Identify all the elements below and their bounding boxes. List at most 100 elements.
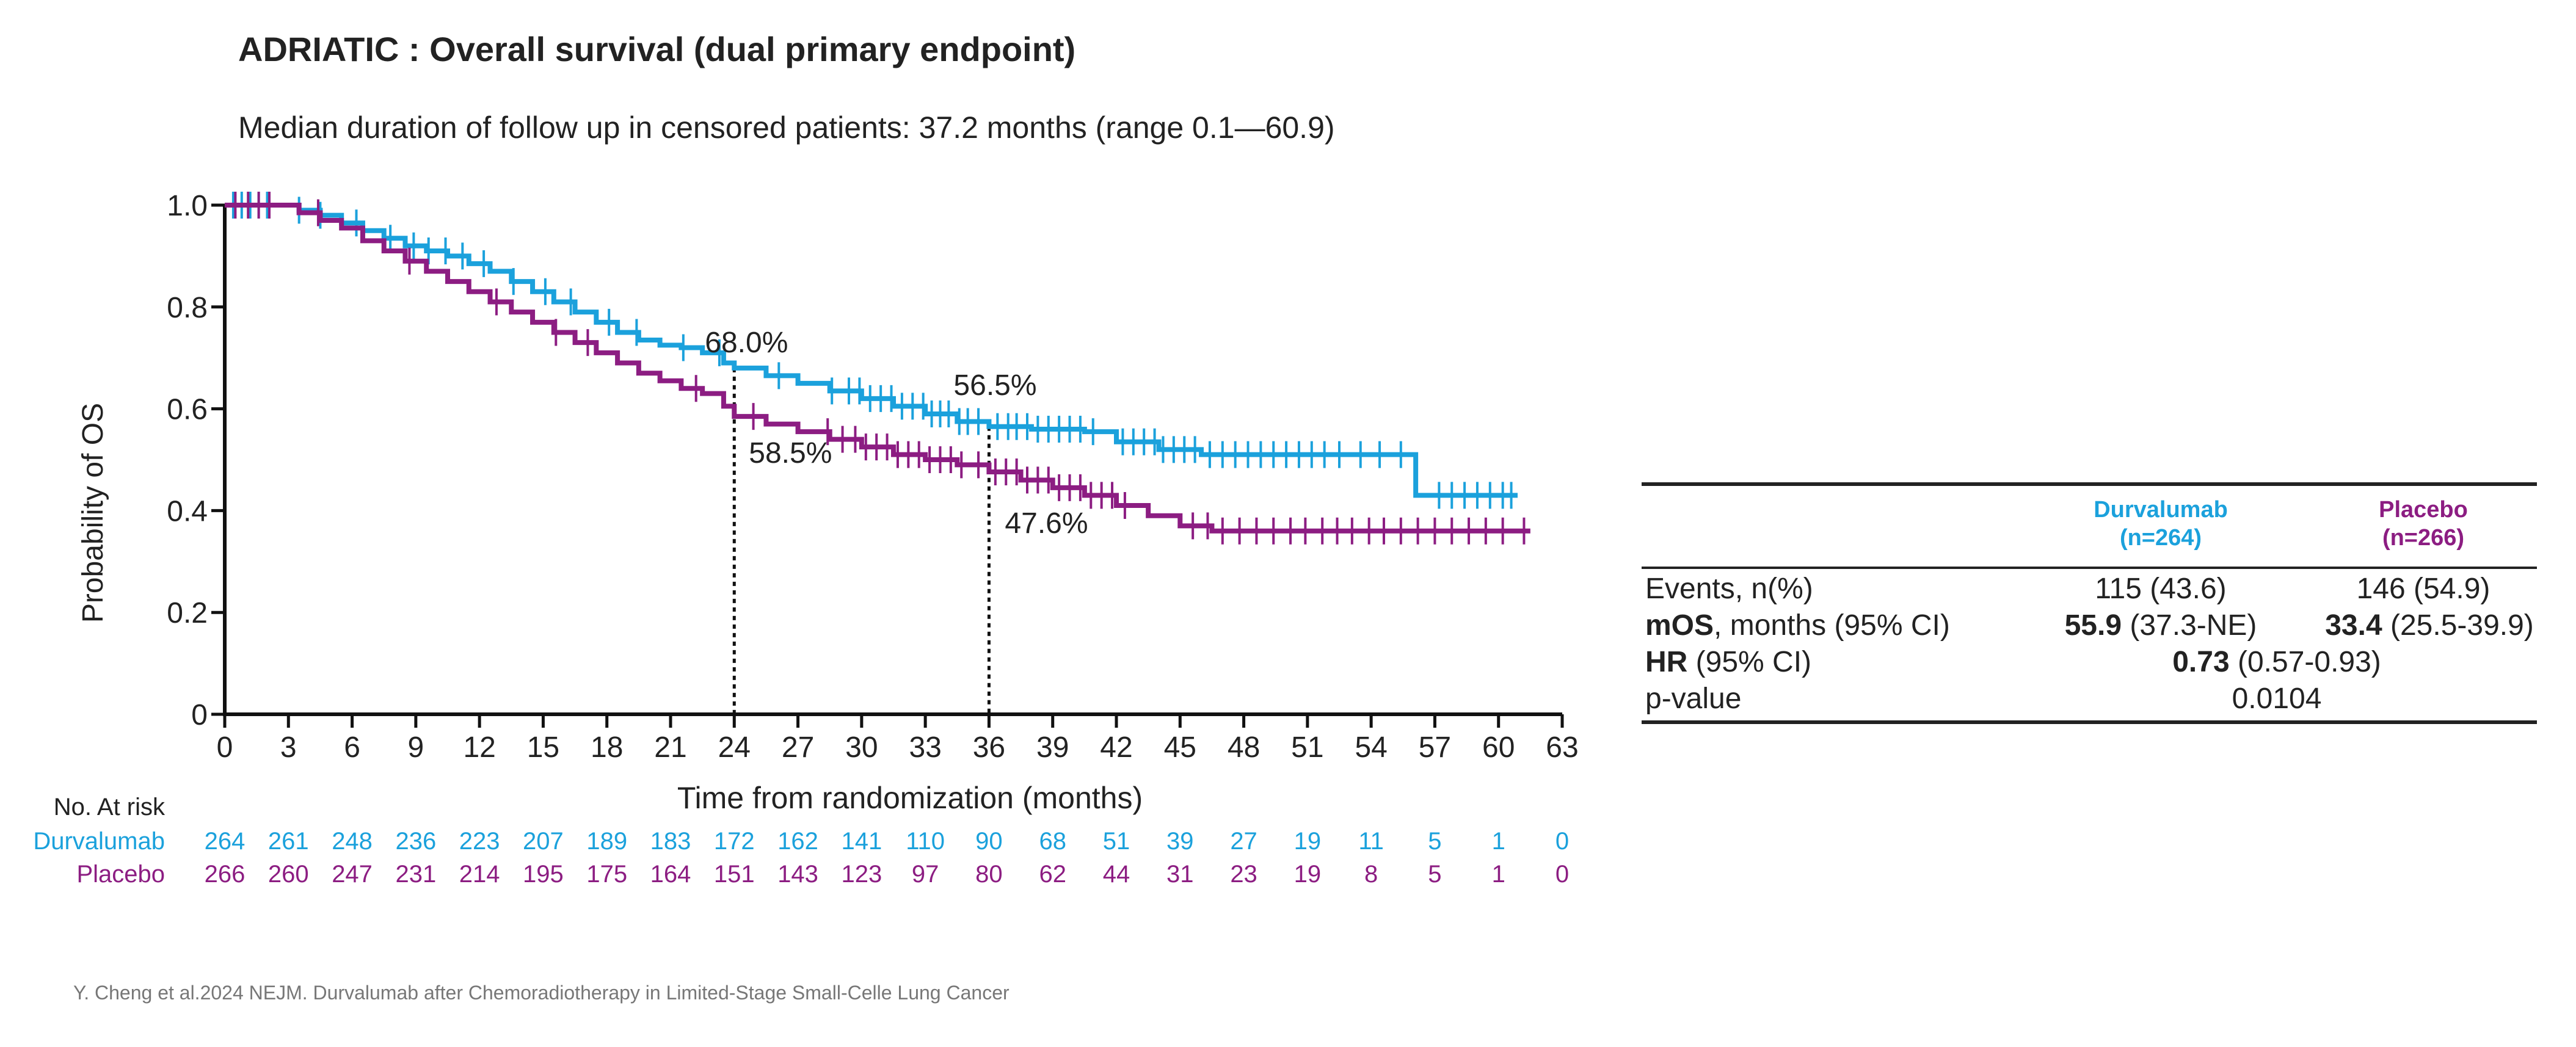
events-label: Events, n(%) (1645, 573, 1813, 605)
risk-value-durvalumab: 236 (395, 828, 437, 855)
hr-value-bold: 0.73 (2172, 646, 2230, 678)
risk-value-durvalumab: 27 (1230, 828, 1257, 855)
y-axis-label: Probability of OS (77, 403, 109, 623)
col-header-durvalumab-name: Durvalumab (2094, 497, 2228, 523)
risk-value-placebo: 214 (459, 861, 500, 888)
x-tick-label: 54 (1355, 731, 1387, 764)
x-tick-label: 24 (718, 731, 751, 764)
risk-value-durvalumab: 207 (523, 828, 564, 855)
col-header-placebo-n: (n=266) (2382, 525, 2465, 551)
risk-row-label-durvalumab: Durvalumab (33, 828, 165, 855)
risk-value-durvalumab: 261 (267, 828, 309, 855)
x-tick-label: 33 (909, 731, 941, 764)
pvalue-value: 0.0104 (2232, 683, 2322, 715)
x-tick-label: 30 (845, 731, 878, 764)
mos-durvalumab-rest: (37.3-NE) (2122, 609, 2257, 642)
risk-value-durvalumab: 90 (975, 828, 1003, 855)
annotation-label: 68.0% (705, 327, 788, 359)
x-tick-label: 63 (1546, 731, 1578, 764)
annotation-label: 58.5% (749, 437, 832, 469)
risk-value-durvalumab: 68 (1039, 828, 1066, 855)
risk-value-durvalumab: 172 (713, 828, 755, 855)
risk-row-label-placebo: Placebo (76, 861, 165, 888)
events-durvalumab: 115 (43.6) (2095, 573, 2227, 605)
table-header-rule (1642, 567, 2537, 569)
x-tick-label: 6 (344, 731, 360, 764)
x-tick-label: 48 (1228, 731, 1260, 764)
risk-table-header: No. At risk (53, 794, 165, 821)
mos-placebo-bold: 33.4 (2325, 609, 2382, 642)
annotation-label: 56.5% (953, 369, 1036, 402)
x-tick-label: 9 (408, 731, 424, 764)
x-tick-label: 51 (1291, 731, 1323, 764)
risk-value-durvalumab: 1 (1491, 828, 1505, 855)
x-axis-label: Time from randomization (months) (677, 781, 1143, 815)
x-tick-label: 12 (463, 731, 495, 764)
plot-area: 0 3 6 9 12 15 18 21 24 27 30 33 36 39 42 45 48 51 54 57 60 63… (167, 190, 1578, 764)
mos-durvalumab: 55.9 (37.3-NE) (2032, 608, 2289, 643)
risk-value-durvalumab: 141 (841, 828, 882, 855)
risk-value-placebo: 80 (975, 861, 1003, 888)
risk-value-durvalumab: 183 (650, 828, 691, 855)
risk-value-durvalumab: 0 (1555, 828, 1570, 855)
events-placebo: 146 (54.9) (2356, 573, 2490, 605)
y-tick-label: 0.2 (167, 597, 208, 629)
risk-value-placebo: 260 (267, 861, 309, 888)
risk-value-placebo: 23 (1230, 861, 1257, 888)
risk-value-placebo: 151 (713, 861, 755, 888)
x-tick-label: 21 (654, 731, 686, 764)
placebo-survival-line (225, 203, 1530, 534)
risk-value-placebo: 0 (1555, 861, 1570, 888)
risk-value-placebo: 164 (650, 861, 691, 888)
risk-value-durvalumab: 264 (204, 828, 246, 855)
chart-title: ADRIATIC : Overall survival (dual primar… (238, 30, 1076, 68)
risk-value-durvalumab: 189 (586, 828, 628, 855)
mos-label-bold: mOS (1645, 609, 1714, 642)
risk-value-placebo: 19 (1293, 861, 1322, 888)
risk-value-durvalumab: 110 (906, 828, 945, 855)
risk-value-placebo: 31 (1166, 861, 1194, 888)
hr-label: HR (95% CI) (1645, 645, 1811, 680)
x-tick-label: 27 (782, 731, 814, 764)
y-tick-label: 0.6 (167, 394, 208, 426)
y-tick-label: 1.0 (167, 190, 208, 222)
risk-value-placebo: 123 (841, 861, 882, 888)
col-header-placebo-name: Placebo (2379, 497, 2468, 523)
risk-value-placebo: 97 (911, 861, 939, 888)
mos-placebo: 33.4 (25.5-39.9) (2319, 608, 2539, 643)
risk-value-placebo: 62 (1039, 861, 1066, 888)
risk-value-durvalumab: 19 (1293, 828, 1322, 855)
x-tick-label: 36 (973, 731, 1005, 764)
col-header-durvalumab: Durvalumab (n=264) (2032, 496, 2289, 552)
risk-value-durvalumab: 5 (1428, 828, 1442, 855)
risk-value-placebo: 8 (1364, 861, 1378, 888)
y-tick-label: 0.8 (167, 292, 208, 324)
mos-label-rest: , months (95% CI) (1714, 609, 1950, 642)
chart-subtitle: Median duration of follow up in censored… (238, 110, 1335, 145)
y-tick-label: 0.4 (167, 495, 208, 527)
risk-value-placebo: 175 (586, 861, 628, 888)
risk-value-placebo: 1 (1491, 861, 1505, 888)
x-tick-label: 57 (1419, 731, 1451, 764)
source-citation: Y. Cheng et al.2024 NEJM. Durvalumab aft… (73, 982, 1010, 1004)
risk-value-placebo: 231 (395, 861, 437, 888)
x-tick-label: 60 (1482, 731, 1515, 764)
y-tick-label: 0 (191, 699, 208, 731)
hr-value-rest: (0.57-0.93) (2229, 646, 2381, 678)
risk-value-durvalumab: 11 (1358, 828, 1384, 855)
risk-value-durvalumab: 162 (777, 828, 818, 855)
risk-value-durvalumab: 51 (1102, 828, 1130, 855)
mos-durvalumab-bold: 55.9 (2064, 609, 2122, 642)
risk-value-placebo: 44 (1102, 861, 1130, 888)
x-tick-label: 42 (1100, 731, 1132, 764)
risk-value-durvalumab: 223 (459, 828, 500, 855)
x-tick-label: 15 (527, 731, 559, 764)
table-top-rule (1642, 482, 2537, 486)
table-bottom-rule (1642, 720, 2537, 724)
hr-value: 0.73 (0.57-0.93) (2106, 645, 2448, 680)
risk-value-durvalumab: 39 (1166, 828, 1194, 855)
x-tick-label: 18 (591, 731, 623, 764)
risk-value-placebo: 195 (523, 861, 564, 888)
pvalue-label: p-value (1645, 683, 1742, 715)
